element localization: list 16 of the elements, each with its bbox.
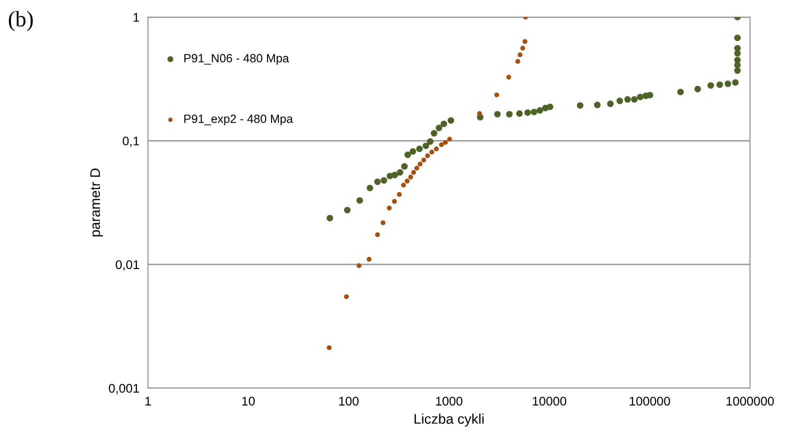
y-tick-label: 1 [134,13,140,22]
legend-label: P91_N06 - 480 Mpa [184,54,290,65]
chart-title: (b) [8,10,33,32]
x-tick-label: 1 [145,396,151,406]
x-tick-label: 10 [242,396,255,406]
x-tick-label: 1000 [436,396,462,406]
y-tick-label: 0,01 [116,260,140,271]
y-axis-title: parametr D [90,168,103,236]
x-tick-label: 10000 [532,396,566,406]
x-axis-title: Liczba cykli [414,414,484,427]
x-tick-label: 100000 [630,396,670,406]
legend-label: P91_exp2 - 480 Mpa [184,114,293,126]
x-tick-label: 1000000 [726,396,774,406]
y-tick-label: 0,001 [108,384,140,394]
y-tick-label: 0,1 [122,136,140,147]
x-tick-label: 100 [339,396,359,406]
